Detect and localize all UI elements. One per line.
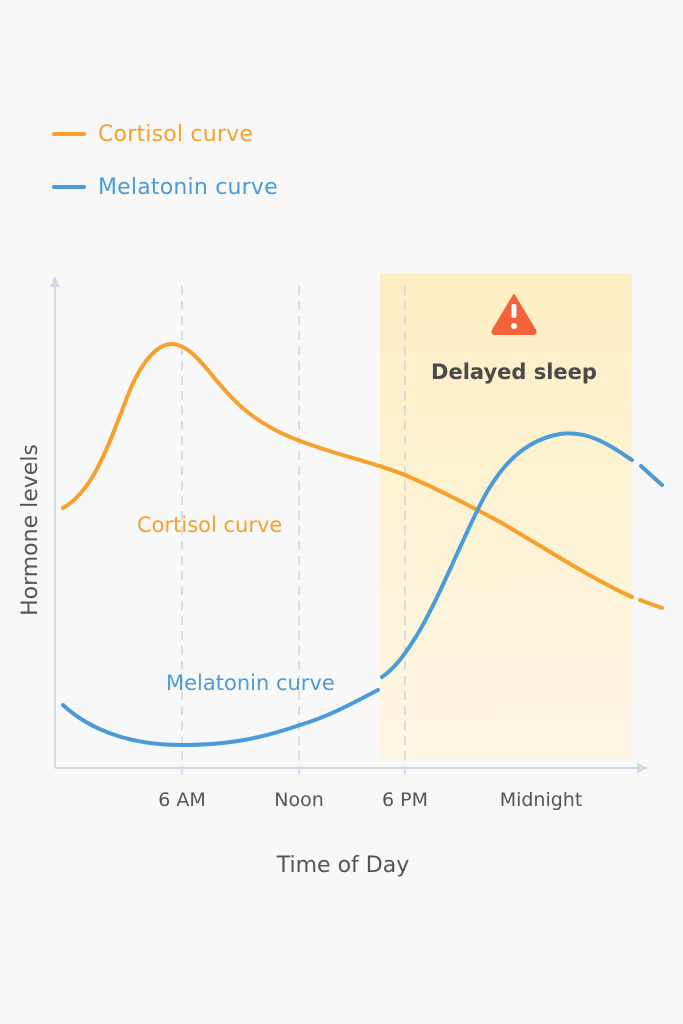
gridlines	[181, 286, 406, 776]
legend-label-melatonin: Melatonin curve	[98, 174, 278, 200]
x-tick-noon: Noon	[274, 789, 324, 811]
delayed-sleep-region	[380, 274, 632, 760]
delayed-sleep-label: Delayed sleep	[431, 360, 597, 384]
x-tick-6am: 6 AM	[158, 789, 206, 811]
x-tick-6pm: 6 PM	[382, 789, 428, 811]
legend-label-cortisol: Cortisol curve	[98, 121, 254, 147]
cortisol-line	[61, 342, 634, 599]
x-axis-title: Time of Day	[276, 853, 409, 878]
melatonin-line-dashed	[639, 464, 664, 487]
legend-item-cortisol: Cortisol curve	[52, 112, 278, 156]
x-tick-midnight: Midnight	[500, 789, 583, 811]
cortisol-inline-label: Cortisol curve	[137, 513, 282, 537]
melatonin-inline-label: Melatonin curve	[166, 671, 335, 695]
warning-triangle-icon	[491, 294, 537, 335]
cortisol-swatch-icon	[52, 132, 86, 136]
melatonin-swatch-icon	[52, 185, 86, 189]
melatonin-line	[61, 688, 380, 748]
legend-item-melatonin: Melatonin curve	[52, 165, 278, 209]
melatonin-line-upper	[380, 431, 634, 679]
x-axis-arrow-icon	[637, 763, 648, 773]
y-axis-arrow-icon	[50, 276, 60, 287]
axes	[54, 282, 642, 769]
legend: Cortisol curve Melatonin curve	[52, 112, 278, 218]
y-axis-title: Hormone levels	[18, 444, 43, 616]
cortisol-line-dashed	[638, 598, 664, 610]
